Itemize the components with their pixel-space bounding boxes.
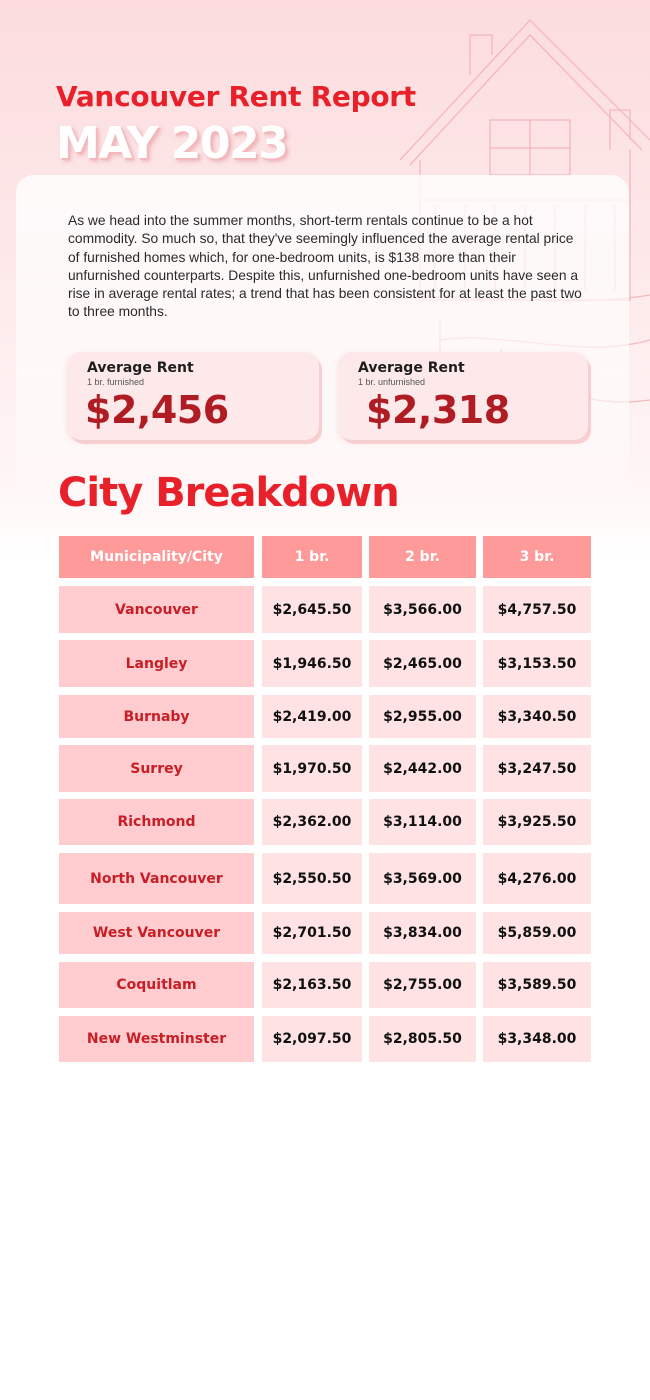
rent-2br-cell: $2,955.00 xyxy=(369,695,476,738)
rent-3br-cell: $3,589.50 xyxy=(483,962,591,1008)
column-header-city: Municipality/City xyxy=(59,536,254,578)
rent-1br-cell: $2,645.50 xyxy=(262,586,362,633)
city-name-cell: New Westminster xyxy=(59,1016,254,1062)
city-name-cell: Coquitlam xyxy=(59,962,254,1008)
rent-2br-cell: $2,805.50 xyxy=(369,1016,476,1062)
rent-3br-cell: $3,925.50 xyxy=(483,799,591,845)
rent-1br-cell: $1,946.50 xyxy=(262,640,362,687)
rent-2br-cell: $3,566.00 xyxy=(369,586,476,633)
stat-sublabel: 1 br. unfurnished xyxy=(358,377,426,387)
stat-card-unfurnished: Average Rent 1 br. unfurnished $2,318 xyxy=(338,352,588,440)
rent-3br-cell: $3,348.00 xyxy=(483,1016,591,1062)
stat-label: Average Rent xyxy=(87,360,194,376)
rent-3br-cell: $3,340.50 xyxy=(483,695,591,738)
rent-3br-cell: $4,757.50 xyxy=(483,586,591,633)
city-name-cell: West Vancouver xyxy=(59,912,254,954)
city-name-cell: Langley xyxy=(59,640,254,687)
column-header-2br: 2 br. xyxy=(369,536,476,578)
city-name-cell: Burnaby xyxy=(59,695,254,738)
rent-2br-cell: $2,465.00 xyxy=(369,640,476,687)
stat-card-furnished: Average Rent 1 br. furnished $2,456 xyxy=(67,352,319,440)
city-name-cell: North Vancouver xyxy=(59,853,254,904)
rent-3br-cell: $3,247.50 xyxy=(483,745,591,792)
stat-sublabel: 1 br. furnished xyxy=(87,377,145,387)
rent-1br-cell: $2,362.00 xyxy=(262,799,362,845)
intro-paragraph: As we head into the summer months, short… xyxy=(68,213,582,320)
city-name-cell: Richmond xyxy=(59,799,254,845)
rent-2br-cell: $3,834.00 xyxy=(369,912,476,954)
column-header-3br: 3 br. xyxy=(483,536,591,578)
rent-1br-cell: $2,163.50 xyxy=(262,962,362,1008)
city-name-cell: Vancouver xyxy=(59,586,254,633)
rent-1br-cell: $2,701.50 xyxy=(262,912,362,954)
report-title: Vancouver Rent Report xyxy=(56,80,416,113)
report-month-heading: MAY 2023 xyxy=(56,118,289,169)
rent-1br-cell: $1,970.50 xyxy=(262,745,362,792)
rent-1br-cell: $2,097.50 xyxy=(262,1016,362,1062)
rent-2br-cell: $3,569.00 xyxy=(369,853,476,904)
stat-value: $2,456 xyxy=(85,388,229,432)
city-breakdown-title: City Breakdown xyxy=(58,470,400,516)
column-header-1br: 1 br. xyxy=(262,536,362,578)
rent-3br-cell: $4,276.00 xyxy=(483,853,591,904)
intro-panel xyxy=(16,175,629,505)
rent-1br-cell: $2,550.50 xyxy=(262,853,362,904)
rent-2br-cell: $3,114.00 xyxy=(369,799,476,845)
rent-3br-cell: $3,153.50 xyxy=(483,640,591,687)
stat-value: $2,318 xyxy=(366,388,510,432)
rent-3br-cell: $5,859.00 xyxy=(483,912,591,954)
rent-2br-cell: $2,442.00 xyxy=(369,745,476,792)
rent-2br-cell: $2,755.00 xyxy=(369,962,476,1008)
city-name-cell: Surrey xyxy=(59,745,254,792)
stat-label: Average Rent xyxy=(358,360,465,376)
rent-1br-cell: $2,419.00 xyxy=(262,695,362,738)
